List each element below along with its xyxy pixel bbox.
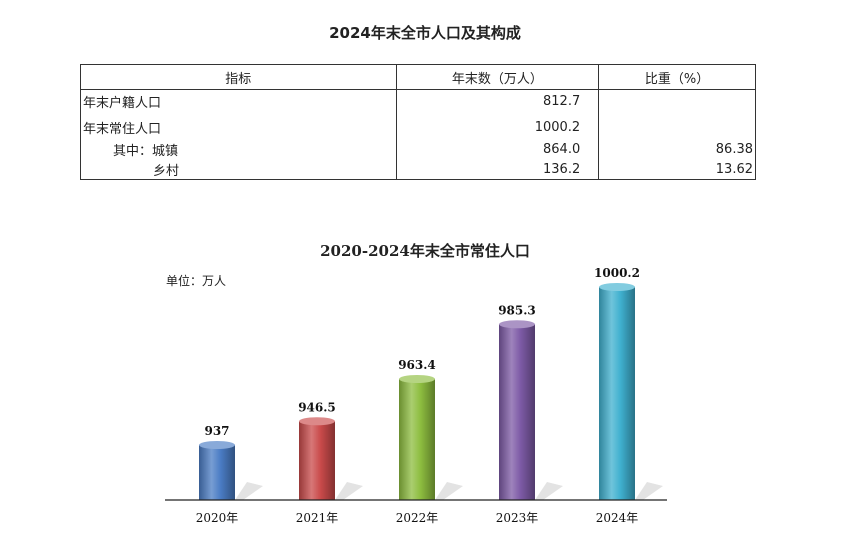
bar-shadow	[535, 482, 563, 500]
row-share: 13.62	[598, 160, 756, 180]
bar-shadow	[435, 482, 463, 500]
unit-label: 单位：万人	[166, 274, 227, 288]
x-tick-label: 2022年	[396, 511, 439, 525]
row-label: 乡村	[80, 160, 397, 180]
data-label: 985.3	[498, 303, 536, 317]
header-year-end-value: 年末数（万人）	[395, 64, 600, 90]
population-table: 指标 年末数（万人） 比重（%） 年末户籍人口 812.7 年末常住人口 100…	[80, 64, 756, 180]
bar-shadow	[335, 482, 363, 500]
x-tick-label: 2024年	[596, 511, 639, 525]
table-header-row: 指标 年末数（万人） 比重（%）	[80, 64, 756, 90]
row-share: 86.38	[598, 138, 756, 160]
table-spacer-row	[80, 112, 756, 116]
bar-2022年	[399, 379, 435, 500]
table-row: 年末户籍人口 812.7	[80, 89, 756, 112]
row-value: 136.2	[395, 160, 600, 180]
bar-shadow	[635, 482, 663, 500]
row-value: 1000.2	[395, 116, 600, 138]
bar-top-cap	[599, 283, 635, 291]
data-label: 946.5	[298, 400, 336, 414]
bar-shadow	[235, 482, 263, 500]
bar-top-cap	[499, 320, 535, 329]
header-indicator: 指标	[80, 64, 397, 90]
row-label: 其中：城镇	[80, 138, 397, 160]
bar-2021年	[299, 421, 335, 500]
bar-top-cap	[399, 375, 435, 383]
row-label: 年末户籍人口	[80, 89, 397, 112]
table-row: 乡村 136.2 13.62	[80, 160, 756, 180]
header-share: 比重（%）	[598, 64, 756, 90]
row-share	[598, 89, 756, 112]
table-title: 2024年末全市人口及其构成	[329, 24, 521, 42]
x-tick-label: 2023年	[496, 511, 539, 525]
bar-2023年	[499, 324, 535, 500]
row-label: 年末常住人口	[80, 116, 397, 138]
bar-2020年	[199, 445, 235, 500]
table-row: 年末常住人口 1000.2	[80, 116, 756, 138]
chart-title: 2020-2024年末全市常住人口	[320, 242, 530, 260]
bar-top-cap	[199, 441, 235, 449]
row-value: 812.7	[395, 89, 600, 112]
bar-top-cap	[299, 417, 335, 426]
row-share	[598, 116, 756, 138]
table-row: 其中：城镇 864.0 86.38	[80, 138, 756, 160]
x-tick-label: 2020年	[196, 511, 239, 525]
data-label: 937	[204, 424, 229, 438]
data-label: 963.4	[398, 358, 436, 372]
bar-2024年	[599, 287, 635, 500]
data-label: 1000.2	[594, 266, 640, 280]
x-tick-label: 2021年	[296, 511, 339, 525]
